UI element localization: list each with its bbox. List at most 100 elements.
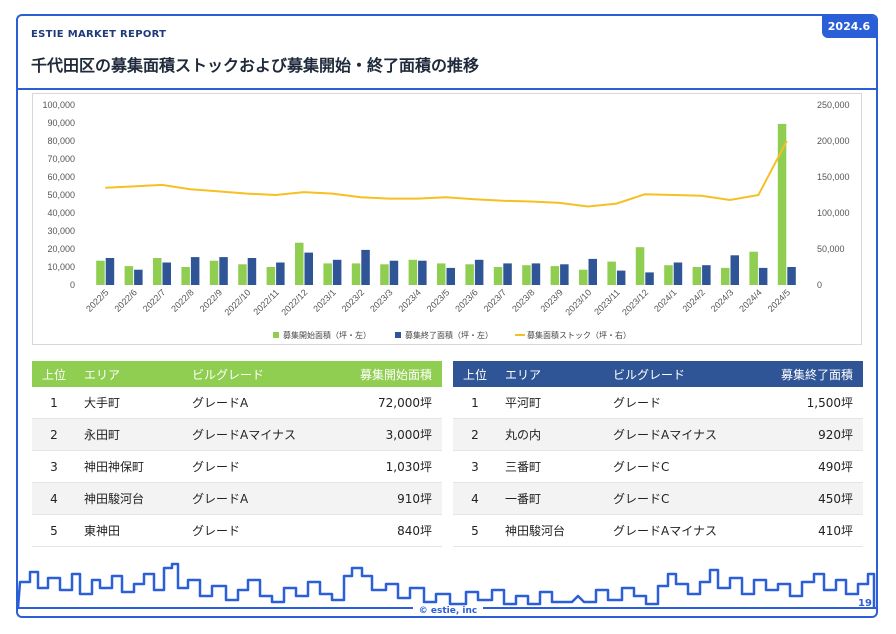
rank-cell: 1: [32, 387, 76, 419]
table-row: 3 三番町 グレードC 490坪: [453, 450, 863, 483]
bar: [531, 263, 541, 285]
x-tick-label: 2023/3: [368, 287, 395, 314]
table-row: 5 神田駿河台 グレードAマイナス 410坪: [453, 514, 863, 547]
y-left-tick-label: 50,000: [47, 190, 75, 200]
rank-cell: 3: [453, 450, 497, 483]
bar: [664, 265, 673, 285]
x-tick-label: 2022/9: [198, 287, 225, 314]
value-cell: 1,030坪: [342, 450, 442, 483]
y-right-tick-label: 50,000: [817, 244, 845, 254]
table-row: 2 永田町 グレードAマイナス 3,000坪: [32, 418, 442, 451]
table-row: 5 東神田 グレード 840坪: [32, 514, 442, 547]
bar: [389, 260, 399, 285]
y-right-tick-label: 0: [817, 280, 822, 290]
rank-cell: 4: [32, 482, 76, 515]
bar: [361, 249, 370, 285]
y-left-tick-label: 60,000: [47, 172, 75, 182]
legend-label: 募集終了面積（坪・左）: [405, 330, 493, 340]
legend-swatch: [395, 332, 401, 338]
value-cell: 410坪: [763, 514, 863, 547]
value-cell: 3,000坪: [342, 418, 442, 451]
grade-cell: グレードAマイナス: [184, 418, 342, 451]
y-right-tick-label: 200,000: [817, 136, 850, 146]
footer-copyright: © estie, inc: [0, 606, 896, 616]
bar: [777, 123, 787, 286]
bar: [332, 259, 342, 285]
value-cell: 450坪: [763, 482, 863, 515]
area-cell: 一番町: [497, 482, 605, 515]
grade-cell: グレード: [605, 387, 763, 419]
area-cell: 三番町: [497, 450, 605, 483]
rank-cell: 1: [453, 387, 497, 419]
value-cell: 840坪: [342, 514, 442, 547]
bar: [635, 247, 645, 285]
bar: [162, 262, 171, 285]
stock-line: [105, 140, 788, 208]
header-rank: 上位: [32, 361, 76, 387]
x-tick-label: 2022/7: [141, 287, 168, 314]
table-row: 2 丸の内 グレードAマイナス 920坪: [453, 418, 863, 451]
bar: [295, 242, 304, 285]
bar: [702, 265, 711, 285]
bar: [607, 261, 616, 285]
table-row: 4 神田駿河台 グレードA 910坪: [32, 482, 442, 515]
rank-cell: 5: [32, 514, 76, 547]
header-area: エリア: [497, 361, 605, 387]
bar: [758, 267, 768, 285]
grade-cell: グレード: [184, 450, 342, 483]
table-header-row: 上位 エリア ビルグレード 募集終了面積: [453, 361, 863, 387]
bar: [219, 257, 228, 285]
bar: [787, 267, 796, 285]
bar: [550, 266, 560, 285]
rank-cell: 5: [453, 514, 497, 547]
x-tick-label: 2023/4: [396, 287, 423, 314]
x-tick-label: 2022/10: [223, 287, 253, 317]
x-tick-label: 2023/6: [453, 287, 480, 314]
bar: [418, 260, 427, 285]
grade-cell: グレードAマイナス: [605, 514, 763, 547]
table-row: 3 神田神保町 グレード 1,030坪: [32, 450, 442, 483]
date-badge: 2024.6: [822, 16, 876, 38]
x-tick-label: 2024/4: [737, 287, 764, 314]
table-row: 1 大手町 グレードA 72,000坪: [32, 387, 442, 419]
bar: [616, 270, 626, 285]
legend-label: 募集面積ストック（坪・右）: [527, 330, 631, 340]
rank-cell: 3: [32, 450, 76, 483]
area-cell: 平河町: [497, 387, 605, 419]
rank-cell: 2: [453, 418, 497, 451]
area-cell: 神田神保町: [76, 450, 184, 483]
y-right-tick-label: 250,000: [817, 100, 850, 110]
x-tick-label: 2022/6: [112, 287, 139, 314]
grade-cell: グレードAマイナス: [605, 418, 763, 451]
value-cell: 920坪: [763, 418, 863, 451]
bar: [134, 269, 143, 285]
grade-cell: グレードA: [184, 482, 342, 515]
combo-chart: 0 10,000 20,000 30,000 40,000 50,000 60,000 70,…: [42, 100, 850, 340]
bar: [408, 259, 418, 285]
x-tick-label: 2023/11: [592, 287, 622, 317]
area-cell: 東神田: [76, 514, 184, 547]
x-tick-label: 2022/12: [279, 287, 309, 317]
header-grade: ビルグレード: [605, 361, 763, 387]
y-right-tick-label: 100,000: [817, 208, 850, 218]
bar: [247, 258, 257, 285]
table-row: 1 平河町 グレード 1,500坪: [453, 387, 863, 419]
y-right-tick-label: 150,000: [817, 172, 850, 182]
bar: [276, 262, 285, 285]
bar: [730, 255, 739, 285]
bar: [673, 262, 683, 285]
grade-cell: グレード: [184, 514, 342, 547]
y-left-tick-label: 100,000: [42, 100, 75, 110]
bar: [209, 260, 219, 285]
rank-cell: 4: [453, 482, 497, 515]
header-value: 募集終了面積: [763, 361, 863, 387]
bar: [190, 257, 200, 285]
grade-cell: グレードC: [605, 482, 763, 515]
bar: [579, 269, 588, 285]
end-area-ranking-table: 上位 エリア ビルグレード 募集終了面積 1 平河町 グレード 1,500坪 2 丸の内グ…: [453, 361, 863, 547]
header-value: 募集開始面積: [342, 361, 442, 387]
x-tick-label: 2023/12: [620, 287, 650, 317]
x-tick-label: 2022/8: [169, 287, 196, 314]
y-left-tick-label: 10,000: [47, 262, 75, 272]
rank-cell: 2: [32, 418, 76, 451]
